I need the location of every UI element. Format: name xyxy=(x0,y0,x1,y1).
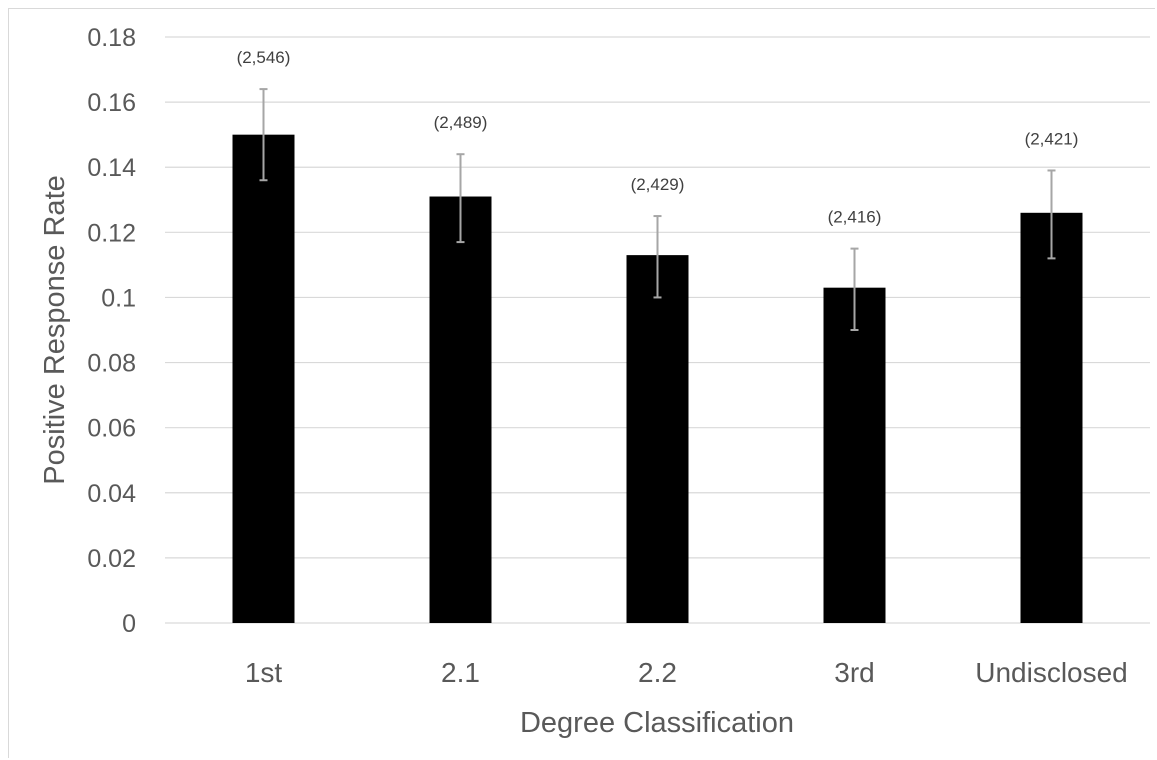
x-axis-title: Degree Classification xyxy=(520,707,794,739)
data-label: (2,421) xyxy=(1025,129,1079,148)
x-tick-label: 2.2 xyxy=(638,657,677,688)
y-axis-title: Positive Response Rate xyxy=(39,175,71,485)
y-tick-label: 0.14 xyxy=(87,154,136,182)
chart-frame xyxy=(8,8,1155,758)
error-bar xyxy=(850,247,859,331)
bar xyxy=(1020,212,1083,624)
y-axis-ticks: 0 0.02 0.04 0.06 0.08 0.1 0.12 0.14 0.16 0.18 xyxy=(87,24,136,638)
data-label: (2,416) xyxy=(828,208,882,227)
y-tick-label: 0.16 xyxy=(87,89,136,117)
y-tick-label: 0.06 xyxy=(87,415,136,443)
y-tick-label: 0.18 xyxy=(87,24,136,52)
x-axis-ticks: 1st 2.1 2.2 3rd Undisclosed xyxy=(245,657,1128,688)
bar xyxy=(626,255,689,623)
error-bar xyxy=(259,88,268,182)
x-tick-label: Undisclosed xyxy=(975,657,1128,688)
x-tick-label: 3rd xyxy=(834,657,874,688)
bar xyxy=(232,134,295,623)
y-tick-label: 0.08 xyxy=(87,350,136,378)
bars xyxy=(232,134,1083,624)
bar xyxy=(429,196,492,623)
error-bar xyxy=(653,215,662,299)
bar xyxy=(823,287,886,623)
x-tick-label: 2.1 xyxy=(441,657,480,688)
error-bars xyxy=(259,88,1056,331)
y-tick-label: 0.12 xyxy=(87,219,136,247)
error-bar xyxy=(456,153,465,244)
y-tick-label: 0.1 xyxy=(101,284,136,312)
data-label: (2,489) xyxy=(434,113,488,132)
error-bar xyxy=(1047,169,1056,260)
data-labels: (2,546) (2,489) (2,429) (2,416) (2,421) xyxy=(237,48,1079,227)
y-tick-label: 0 xyxy=(122,610,136,638)
x-tick-label: 1st xyxy=(245,657,283,688)
data-label: (2,429) xyxy=(631,175,685,194)
data-label: (2,546) xyxy=(237,48,291,67)
y-tick-label: 0.04 xyxy=(87,480,136,508)
y-tick-label: 0.02 xyxy=(87,545,136,573)
